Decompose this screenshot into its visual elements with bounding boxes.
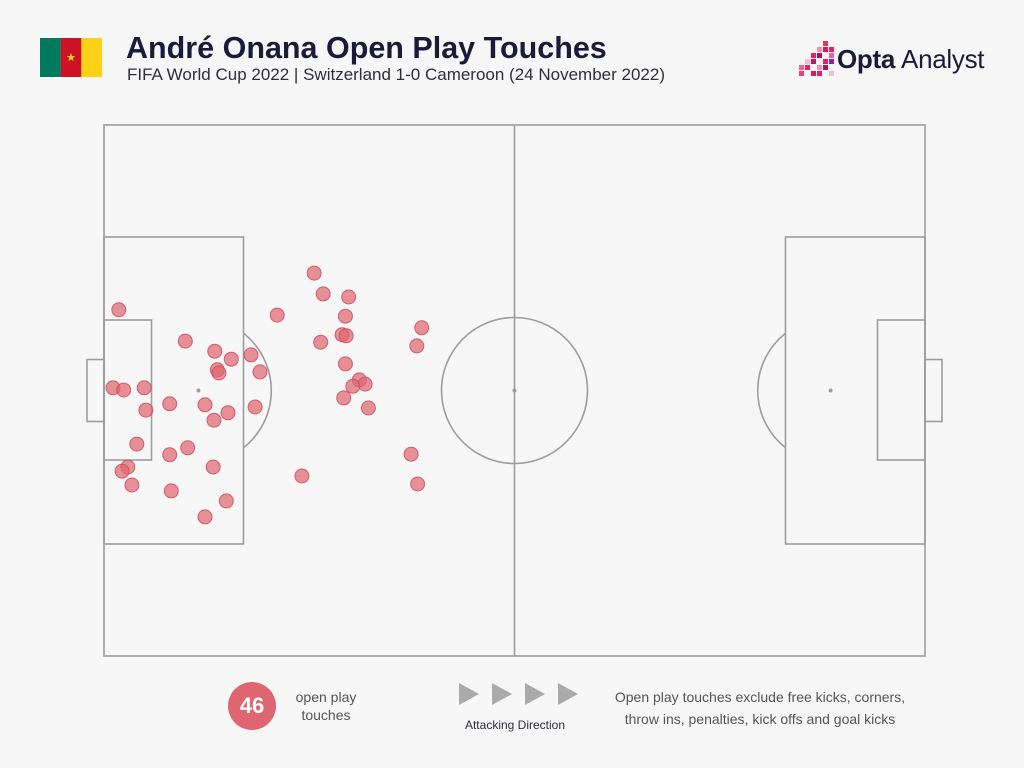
touch-point (247, 399, 263, 415)
footnote-line: throw ins, penalties, kick offs and goal… (624, 711, 896, 727)
touch-point (223, 351, 239, 367)
touch-point (162, 396, 178, 412)
touch-point (338, 328, 354, 344)
touch-point (111, 302, 127, 318)
touch-point (114, 463, 130, 479)
play-arrow-icon (459, 683, 479, 705)
touch-point (357, 376, 373, 392)
touch-point (124, 477, 140, 493)
touch-point (207, 343, 223, 359)
left-penalty-arc (243, 332, 272, 449)
touch-point (206, 412, 222, 428)
right-penalty-arc (757, 332, 786, 449)
touch-count-label-line: open play (295, 689, 357, 705)
footnote-line: Open play touches exclude free kicks, co… (614, 689, 906, 705)
touch-point (177, 333, 193, 349)
play-arrow-icon (558, 683, 578, 705)
touch-point (360, 400, 376, 416)
centre-circle (440, 316, 589, 465)
touch-point (337, 356, 353, 372)
brand-name-regular: Analyst (901, 44, 985, 74)
touch-point (403, 446, 419, 462)
touch-point (163, 483, 179, 499)
touch-point (205, 459, 221, 475)
chart-title: André Onana Open Play Touches (126, 31, 607, 65)
touch-count-badge: 46 (228, 682, 276, 730)
touch-point (138, 402, 154, 418)
touch-point (409, 338, 425, 354)
touch-point (414, 320, 430, 336)
touch-point (197, 397, 213, 413)
touch-point (162, 447, 178, 463)
brand-name-bold: Opta (837, 44, 896, 74)
touch-point (345, 378, 361, 394)
play-arrow-icon (492, 683, 512, 705)
touch-point (337, 308, 353, 324)
left-penalty-spot (196, 388, 201, 393)
right-six-yard-box (876, 319, 926, 461)
touch-count-label-line: touches (301, 707, 351, 723)
right-penalty-area (784, 236, 926, 545)
touch-point (341, 289, 357, 305)
touch-point (269, 307, 285, 323)
touch-point (116, 382, 132, 398)
touch-point (197, 509, 213, 525)
attacking-direction-label: Attacking Direction (464, 718, 566, 732)
touch-point (410, 476, 426, 492)
right-goal (924, 358, 943, 423)
touch-point (336, 390, 352, 406)
chart-subtitle: FIFA World Cup 2022 | Switzerland 1-0 Ca… (127, 65, 665, 84)
touch-point (306, 265, 322, 281)
touch-point (294, 468, 310, 484)
touch-point (218, 493, 234, 509)
touch-point (220, 405, 236, 421)
touch-point (211, 365, 227, 381)
touch-point (129, 436, 145, 452)
touch-layer (105, 265, 430, 525)
pitch (86, 124, 943, 657)
touch-point (315, 286, 331, 302)
brand-wordmark: Opta Analyst (837, 44, 985, 74)
centre-spot (512, 388, 517, 393)
footnote: Open play touches exclude free kicks, co… (590, 686, 930, 730)
touch-point (252, 364, 268, 380)
touch-point (243, 347, 259, 363)
touch-point (313, 334, 329, 350)
touch-count-label: open play touches (280, 688, 372, 724)
touch-point (136, 380, 152, 396)
play-arrow-icon (525, 683, 545, 705)
left-goal (86, 358, 105, 423)
right-penalty-spot (828, 388, 833, 393)
cameroon-flag-icon (40, 38, 102, 77)
opta-pixel-logo-icon (799, 41, 834, 76)
attacking-direction-arrows (459, 683, 578, 705)
touch-point (180, 440, 196, 456)
